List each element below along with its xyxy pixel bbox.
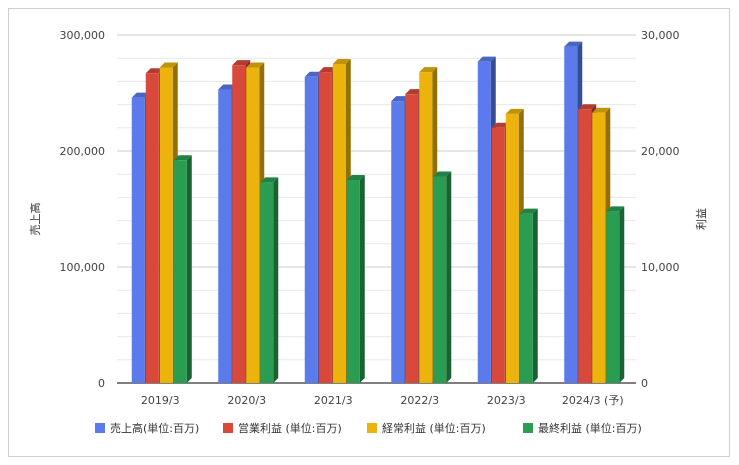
y-right-tick-label: 0 [641, 377, 648, 390]
bar-top [391, 96, 410, 102]
chart-frame: 2019/3 2020/3 2021/3 2022/3 2023/3 2024/3 (予)… [8, 8, 730, 457]
bar-front [260, 182, 274, 383]
bar-front [391, 101, 405, 384]
bar-front [346, 180, 360, 383]
bar-front [419, 72, 433, 383]
legend-item: 最終利益 (単位:百万) [523, 421, 642, 435]
bar-front [491, 127, 505, 383]
legend-swatch [367, 423, 377, 433]
legend-label: 最終利益 (単位:百万) [538, 421, 642, 435]
bar-top [218, 84, 237, 90]
bar-front [578, 109, 592, 384]
legend-label: 売上高(単位:百万) [110, 421, 199, 435]
bar-top [246, 62, 265, 68]
bar-top [592, 107, 611, 113]
bar-chart: 2019/3 2020/3 2021/3 2022/3 2023/3 2024/3 (予)… [28, 29, 708, 435]
x-tick-label: 2019/3 [141, 394, 180, 407]
x-tick-label: 2021/3 [314, 394, 353, 407]
bar-front [332, 64, 346, 383]
bar-front [246, 67, 260, 384]
legend-item: 売上高(単位:百万) [95, 421, 199, 435]
bar-front [433, 176, 447, 383]
legend-swatch [523, 423, 533, 433]
y-left-tick-label: 100,000 [60, 261, 106, 274]
bar-side [359, 175, 365, 383]
bar-front [304, 76, 318, 383]
bar-front [606, 211, 620, 383]
legend-swatch [223, 423, 233, 433]
bar [346, 175, 365, 383]
bar-front [145, 73, 159, 383]
bar-series [131, 41, 625, 384]
bar-front [405, 94, 419, 383]
y-left-tick-label: 0 [98, 377, 105, 390]
bar-top [232, 60, 251, 66]
bar-top [491, 122, 510, 128]
bar-top [578, 104, 597, 110]
bar-front [564, 46, 578, 383]
bar-top [405, 89, 424, 95]
y-axis-left-title: 売上高 [28, 203, 42, 236]
legend-label: 営業利益 (単位:百万) [238, 421, 342, 435]
x-axis: 2019/3 2020/3 2021/3 2022/3 2023/3 2024/3 (予) [141, 394, 624, 407]
x-tick-label: 2024/3 (予) [562, 394, 624, 407]
bar-front [173, 160, 187, 383]
bar-side [619, 206, 625, 383]
bar-top [564, 41, 583, 47]
bar-top [519, 208, 538, 214]
y-axis-left: 0 100,000 200,000 300,000 [60, 29, 106, 390]
bar-top [346, 175, 365, 180]
y-axis-right-title: 利益 [694, 208, 708, 230]
bar-side [186, 155, 192, 383]
bar-top [332, 59, 351, 64]
bar-top [304, 71, 323, 77]
bar-front [318, 72, 332, 383]
bar-top [173, 155, 192, 161]
bar [173, 155, 192, 383]
bar-front [505, 113, 519, 383]
legend-label: 経常利益 (単位:百万) [382, 421, 486, 435]
legend-item: 経常利益 (単位:百万) [367, 421, 486, 435]
bar-front [232, 65, 246, 383]
bar-top [477, 56, 496, 62]
bar [606, 206, 625, 383]
bar-top [433, 171, 452, 177]
bar-top [505, 108, 524, 114]
y-left-tick-label: 300,000 [60, 29, 106, 42]
bar-top [159, 62, 178, 68]
x-tick-label: 2020/3 [227, 394, 266, 407]
y-left-tick-label: 200,000 [60, 145, 106, 158]
bar [519, 208, 538, 383]
bar-top [318, 67, 337, 73]
bar-side [446, 171, 452, 383]
bar [260, 177, 279, 383]
x-tick-label: 2023/3 [487, 394, 526, 407]
bar-front [131, 97, 145, 383]
gridlines [117, 34, 636, 384]
y-axis-right: 0 10,000 20,000 30,000 [641, 29, 680, 390]
y-right-tick-label: 30,000 [641, 29, 680, 42]
legend: 売上高(単位:百万) 営業利益 (単位:百万) 経常利益 (単位:百万) 最終利益 (… [95, 421, 642, 435]
y-right-tick-label: 10,000 [641, 261, 680, 274]
bar-front [218, 89, 232, 384]
bar-side [273, 177, 279, 383]
bar-front [519, 213, 533, 383]
x-tick-label: 2022/3 [400, 394, 439, 407]
bar-top [260, 177, 279, 183]
bar-front [159, 67, 173, 384]
bar-top [145, 68, 164, 74]
bar-front [592, 112, 606, 383]
bar-top [606, 206, 625, 212]
bar-top [419, 67, 438, 73]
bar-side [532, 208, 538, 383]
bar [433, 171, 452, 383]
bar-top [131, 92, 150, 98]
bar-front [477, 61, 491, 384]
legend-swatch [95, 423, 105, 433]
legend-item: 営業利益 (単位:百万) [223, 421, 342, 435]
y-right-tick-label: 20,000 [641, 145, 680, 158]
